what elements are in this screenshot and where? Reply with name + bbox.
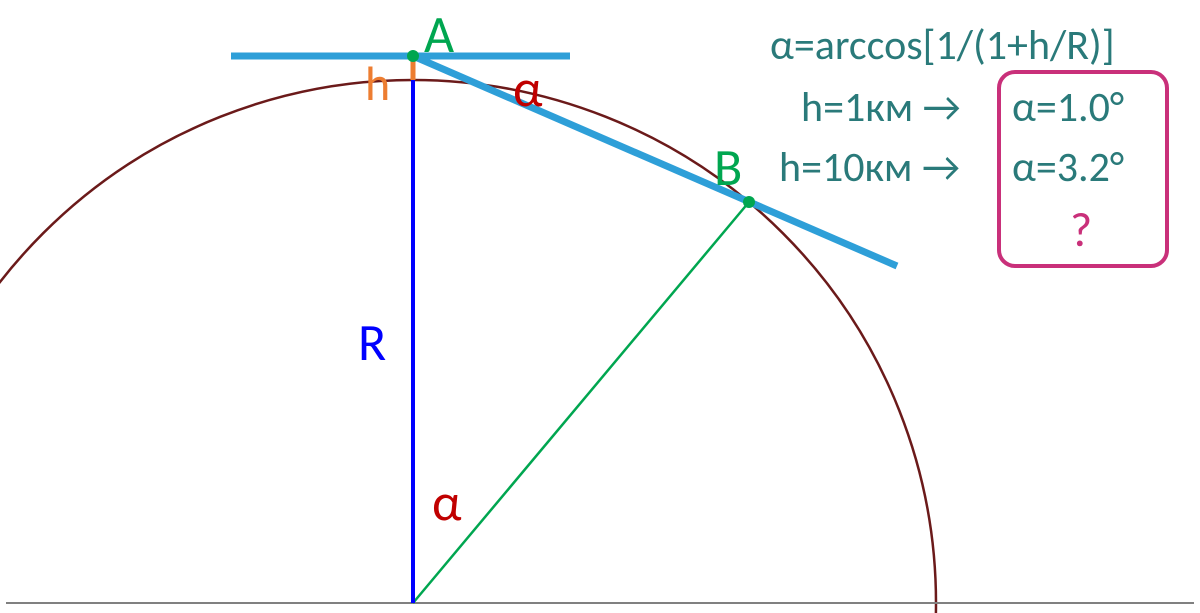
label-alpha-bottom: α: [432, 470, 462, 534]
result-highlight-box: [997, 70, 1169, 268]
formula-h10-left: h=10км →: [779, 142, 960, 193]
label-A: A: [424, 2, 454, 66]
label-B: B: [714, 135, 742, 199]
formula-main: α=arccos[1/(1+h/R)]: [770, 20, 1115, 71]
label-h: h: [365, 54, 390, 113]
formula-h1-left: h=1км →: [801, 82, 961, 133]
label-alpha-top: α: [513, 56, 543, 120]
label-R: R: [358, 310, 386, 374]
